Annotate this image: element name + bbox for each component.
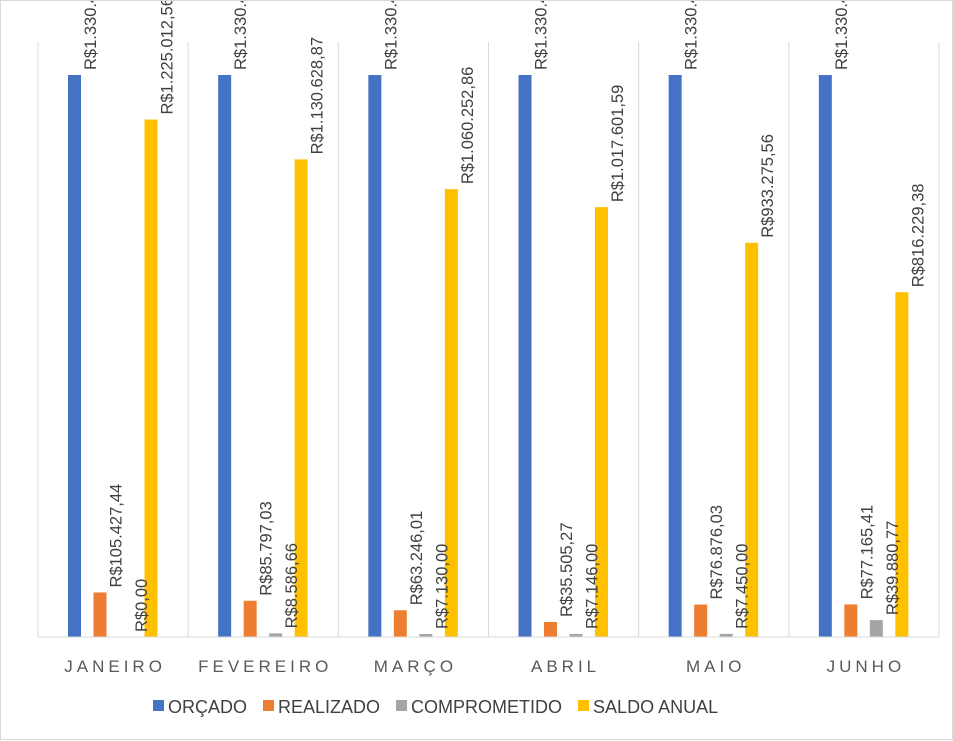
legend-swatch (263, 700, 275, 711)
bar-comprometido-4 (719, 633, 733, 637)
bar-or-ado-5 (818, 75, 832, 637)
data-labels: R$1.330.440,00 R$105.427,44 R$0,00 R$1.225.… (82, 1, 927, 632)
bar-saldo-anual-3 (595, 207, 608, 638)
bar-or-ado-2 (368, 75, 382, 637)
bar-saldo-anual-2 (444, 189, 458, 638)
data-label: R$1.225.012,56 (159, 1, 177, 115)
data-label: R$85.797,03 (258, 501, 276, 596)
x-tick-label: ABRIL (531, 657, 600, 676)
legend-swatch (578, 700, 590, 711)
data-label: R$7.130,00 (433, 544, 451, 629)
bar-comprometido-5 (869, 620, 883, 637)
legend-label: ORÇADO (168, 697, 247, 717)
legend-label: COMPROMETIDO (411, 697, 562, 717)
bar-or-ado-3 (518, 75, 532, 637)
bar-saldo-anual-1 (294, 159, 308, 637)
data-label: R$1.330.440,00 (533, 1, 551, 70)
bar-realizado-2 (393, 610, 407, 637)
x-axis: JANEIRO FEVEREIRO MARÇO ABRIL MAIO JUNHO (38, 636, 939, 676)
bar-realizado-0 (93, 592, 107, 637)
x-tick-label: MARÇO (374, 657, 457, 676)
data-label: R$1.330.440,00 (833, 1, 851, 70)
bar-realizado-5 (844, 604, 858, 637)
data-label: R$1.060.252,86 (459, 67, 477, 184)
bar-realizado-3 (544, 622, 557, 637)
data-label: R$63.246,01 (408, 511, 426, 606)
data-label: R$39.880,77 (884, 521, 902, 616)
legend: ORÇADO REALIZADO COMPROMETIDO SALDO ANUAL (153, 697, 718, 717)
data-label: R$35.505,27 (558, 523, 576, 618)
x-tick-label: JUNHO (827, 657, 906, 676)
bar-saldo-anual-4 (745, 242, 759, 638)
data-label: R$1.330.440,00 (683, 1, 701, 70)
data-label: R$1.330.440,00 (382, 1, 400, 70)
category-gridlines (37, 42, 940, 637)
data-label: R$816.229,38 (909, 184, 927, 288)
data-label: R$1.017.601,59 (609, 85, 627, 202)
data-label: R$1.330.440,00 (82, 1, 100, 70)
data-label: R$0,00 (133, 579, 151, 632)
bar-saldo-anual-5 (895, 292, 909, 637)
bar-comprometido-2 (419, 633, 433, 637)
bar-or-ado-0 (68, 75, 81, 637)
bar-comprometido-1 (269, 633, 283, 637)
bar-or-ado-4 (668, 75, 682, 637)
data-label: R$7.450,00 (734, 544, 752, 629)
data-label: R$7.146,00 (584, 544, 602, 629)
data-label: R$8.586,66 (283, 543, 301, 628)
legend-swatch (396, 700, 408, 711)
data-label: R$77.165,41 (858, 505, 876, 600)
data-label: R$933.275,56 (759, 134, 777, 238)
x-tick-label: JANEIRO (64, 657, 166, 676)
bar-comprometido-3 (569, 633, 583, 637)
x-tick-label: MAIO (686, 657, 745, 676)
bar-or-ado-1 (218, 75, 232, 637)
data-label: R$1.130.628,87 (309, 37, 327, 154)
x-tick-label: FEVEREIRO (198, 657, 332, 676)
bar-realizado-4 (694, 604, 708, 637)
data-label: R$76.876,03 (708, 505, 726, 600)
legend-label: SALDO ANUAL (593, 697, 718, 717)
data-label: R$1.330.440,00 (232, 1, 250, 70)
bar-realizado-1 (243, 600, 257, 637)
bars (68, 75, 909, 638)
data-label: R$105.427,44 (108, 484, 126, 588)
legend-swatch (153, 700, 164, 711)
bar-saldo-anual-0 (144, 119, 158, 637)
legend-label: REALIZADO (278, 697, 380, 717)
